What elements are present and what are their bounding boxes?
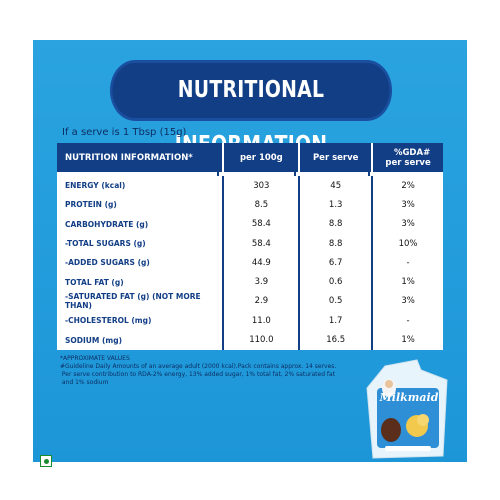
value-cell: 16.5 (298, 330, 371, 350)
spacer-cell (368, 172, 441, 176)
value-cell: 2.9 (222, 291, 298, 312)
column-header-line: %GDA# (393, 147, 431, 158)
nutrient-label: CARBOHYDRATE (g) (65, 219, 149, 229)
table-row: -TOTAL SUGARS (g) 58.4 8.8 10% (57, 233, 443, 254)
nutrition-table: NUTRITION INFORMATION* per 100g Per serve%… (57, 143, 443, 350)
nutrient-label: SODIUM (mg) (65, 335, 122, 345)
column-header: %GDA# per serve (371, 143, 443, 172)
value-cell: 3% (371, 214, 443, 234)
value-cell: 44.9 (222, 253, 298, 273)
value-cell: 3% (371, 291, 443, 312)
value-cell: - (371, 311, 443, 331)
value-cell: 2% (371, 176, 443, 196)
value-cell: 11.0 (222, 311, 298, 331)
value-cell: 45 (298, 176, 371, 196)
table-row: -ADDED SUGARS (g) 44.9 6.7- (57, 253, 443, 273)
value-cell: 3.9 (222, 272, 298, 292)
table-row: SODIUM (mg) 110.0 16.5 1% (57, 330, 443, 350)
title-banner: NUTRITIONAL INFORMATION (112, 63, 390, 158)
value-cell: 1% (371, 272, 443, 292)
column-header-line: per serve (385, 157, 431, 168)
value-cell: 8.5 (222, 195, 298, 215)
nutrient-label: -CHOLESTEROL (mg) (65, 316, 152, 326)
column-header: Per serve (298, 143, 371, 172)
value-cell: 1.3 (298, 195, 371, 215)
column-header: NUTRITION INFORMATION* (65, 152, 193, 163)
nutrient-label: -SATURATED FAT (g) (NOT MORE THAN) (65, 292, 201, 311)
value-cell: 8.8 (298, 214, 371, 234)
table-row: ENERGY (kcal) 303 45 2% (57, 176, 443, 196)
nutrient-label: TOTAL FAT (g) (65, 277, 124, 287)
value-cell: 0.6 (298, 272, 371, 292)
veg-symbol (40, 455, 52, 467)
value-cell: 8.8 (298, 233, 371, 254)
value-cell: - (371, 253, 443, 273)
footnote: #Guideline Daily Amounts of an average a… (60, 363, 337, 370)
spacer-cell (217, 172, 294, 176)
value-cell: 303 (222, 176, 298, 196)
table-row: PROTEIN (g) 8.5 1.3 3% (57, 195, 443, 215)
table-row: CARBOHYDRATE (g) 58.4 8.8 3% (57, 214, 443, 234)
nutrient-label: -TOTAL SUGARS (g) (65, 239, 146, 249)
header-row: NUTRITION INFORMATION* per 100g Per serve%… (57, 143, 443, 172)
value-cell: 1.7 (298, 311, 371, 331)
table-row: TOTAL FAT (g) 3.9 0.6 1% (57, 272, 443, 292)
footnote: *APPROXIMATE VALUES (60, 355, 130, 362)
product-brand: Milkmaid (379, 391, 439, 404)
value-cell: 58.4 (222, 214, 298, 234)
nutrient-label: PROTEIN (g) (65, 200, 117, 210)
spacer-row (57, 172, 443, 176)
nutrient-label: ENERGY (kcal) (65, 181, 126, 191)
value-cell: 10% (371, 233, 443, 254)
value-cell: 1% (371, 330, 443, 350)
column-header: per 100g (222, 143, 298, 172)
value-cell: 110.0 (222, 330, 298, 350)
nutrient-label: -ADDED SUGARS (g) (65, 258, 150, 268)
table-row: -SATURATED FAT (g) (NOT MORE THAN) 2.9 0.5… (57, 291, 443, 312)
value-cell: 0.5 (298, 291, 371, 312)
value-cell: 58.4 (222, 233, 298, 254)
footnotes: *APPROXIMATE VALUES #Guideline Daily Amou… (60, 355, 390, 387)
value-cell: 6.7 (298, 253, 371, 273)
subtitle: If a serve is 1 Tbsp (15g) (62, 127, 187, 138)
footnote: and 1% sodium (60, 379, 109, 386)
product-pack: Milkmaid (366, 359, 448, 459)
footnote: Per serve contribution to RDA-2% energy,… (60, 371, 336, 378)
value-cell: 3% (371, 195, 443, 215)
spacer-cell (294, 172, 368, 176)
table-row: -CHOLESTEROL (mg) 11.0 1.7- (57, 311, 443, 331)
